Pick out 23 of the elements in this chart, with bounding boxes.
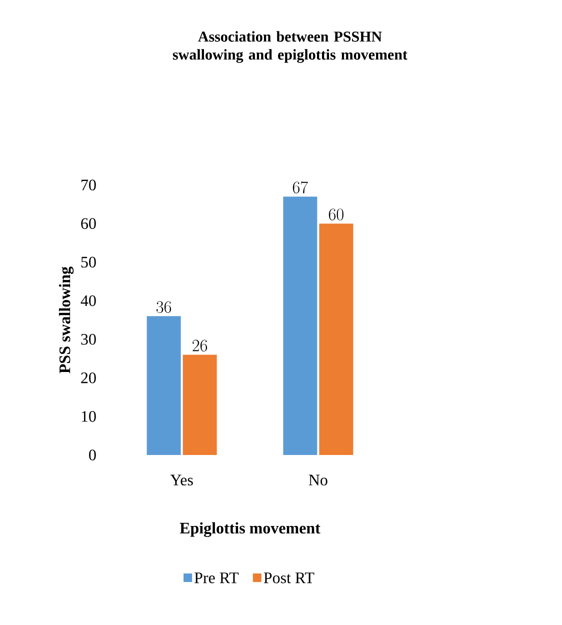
bar [182,354,217,455]
y-tick-label: 0 [89,450,96,460]
y-tick-label: 60 [81,218,96,229]
x-tick-label: No [308,474,328,486]
y-tick-label: 20 [81,372,96,384]
data-label: 60 [328,208,344,220]
y-axis-title: PSS swallowing [58,266,74,374]
bar [319,224,354,455]
data-label: 67 [292,181,308,194]
data-label: 36 [156,301,172,313]
y-tick-label: 30 [81,334,96,345]
y-tick-label: 40 [80,295,96,306]
chart-title: Association between PSSHN swallowing and epiglottis movement [172,31,408,63]
x-tick-label: Yes [170,474,193,486]
data-label: 26 [192,340,208,352]
bar [146,316,181,455]
x-axis-title: Epiglottis movement [180,522,320,537]
bar [283,196,318,455]
legend-label: Pre RT [194,572,239,584]
legend-label: Post RT [264,572,314,584]
y-tick-label: 50 [81,256,96,268]
y-tick-label: 10 [82,411,96,422]
y-tick-label: 70 [82,180,96,190]
